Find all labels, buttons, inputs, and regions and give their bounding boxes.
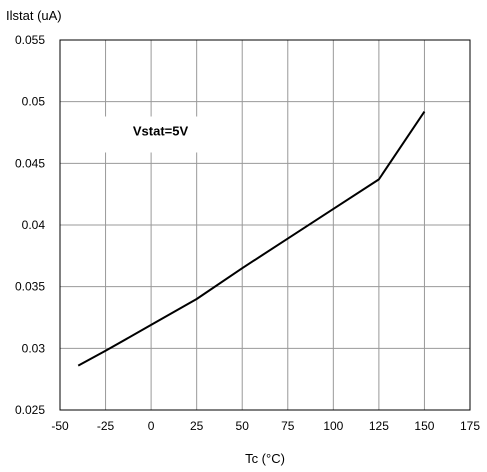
y-tick-label: 0.03 (22, 341, 46, 355)
x-tick-label: 50 (236, 419, 250, 433)
x-tick-label: 150 (414, 419, 434, 433)
y-axis-label: Ilstat (uA) (6, 8, 62, 23)
y-axis-ticks: 0.025 0.03 0.035 0.04 0.045 0.05 0.055 (15, 33, 45, 417)
annotation-box: Vstat=5V (79, 116, 210, 153)
x-tick-label: 125 (369, 419, 389, 433)
y-tick-label: 0.05 (22, 95, 46, 109)
series-layer (77, 110, 426, 367)
y-tick-label: 0.025 (15, 403, 45, 417)
x-axis-ticks: -50 -25 0 25 50 75 100 125 150 175 (51, 419, 480, 433)
x-tick-label: -50 (51, 419, 69, 433)
y-tick-label: 0.035 (15, 280, 45, 294)
x-axis-label: Tc (°C) (245, 451, 285, 466)
x-tick-label: 75 (281, 419, 295, 433)
series-line (77, 110, 426, 367)
x-tick-label: 25 (190, 419, 204, 433)
y-tick-label: 0.04 (22, 218, 46, 232)
x-tick-label: -25 (97, 419, 115, 433)
x-tick-label: 175 (460, 419, 480, 433)
x-tick-label: 0 (148, 419, 155, 433)
plot-frame (59, 39, 471, 411)
x-tick-label: 100 (323, 419, 343, 433)
annotation-label: Vstat=5V (133, 124, 189, 139)
y-tick-label: 0.055 (15, 33, 45, 47)
y-tick-label: 0.045 (15, 156, 45, 170)
grid-lines (60, 40, 470, 410)
